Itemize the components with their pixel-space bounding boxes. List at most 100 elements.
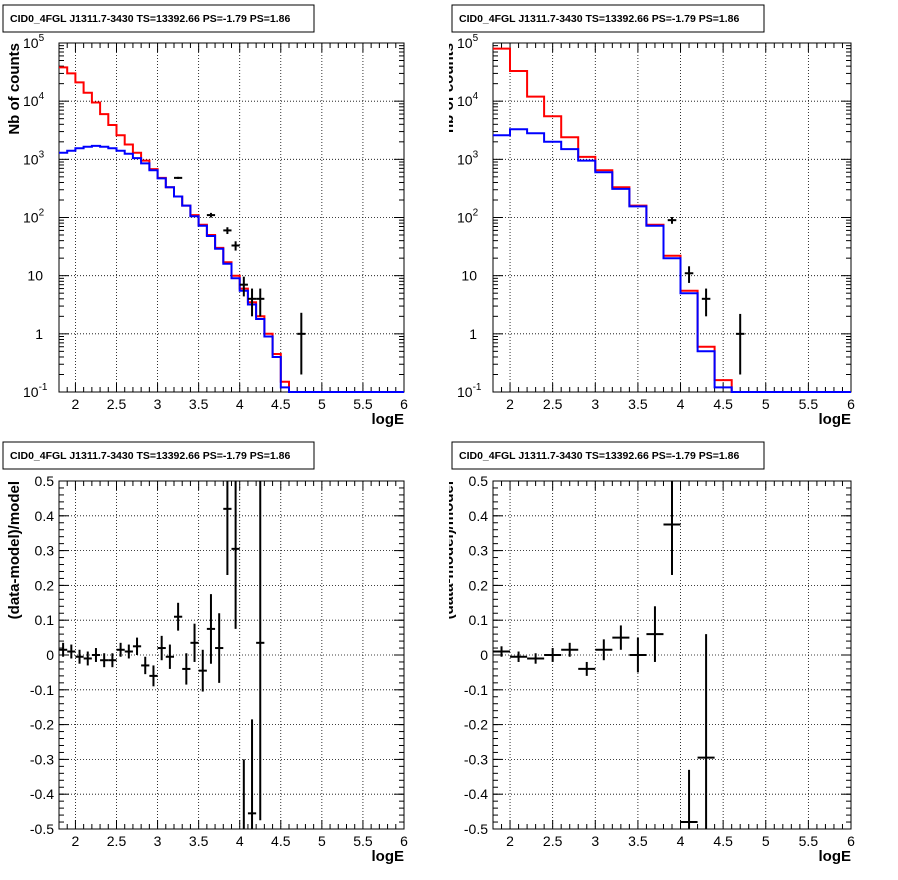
chart-title: CID0_4FGL J1311.7-3430 TS=13392.66 PS=-1…: [459, 450, 739, 462]
data-point: [67, 644, 76, 659]
data-point: [100, 653, 109, 668]
x-axis-label: logE: [819, 411, 852, 428]
residual-plot-left: CID0_4FGL J1311.7-3430 TS=13392.66 PS=-1…: [0, 437, 449, 875]
x-tick-label: 5: [762, 396, 770, 412]
data-point: [527, 653, 545, 664]
data-point: [493, 646, 511, 657]
y-tick-label: -0.5: [464, 821, 488, 837]
y-tick-label: -0.1: [30, 682, 54, 698]
data-point: [247, 288, 257, 317]
x-axis-label: logE: [372, 411, 405, 428]
data-point: [206, 594, 216, 664]
y-tick-label: -0.2: [30, 717, 54, 733]
x-tick-label: 3: [154, 396, 162, 412]
x-tick-label: 3.5: [189, 833, 209, 849]
data-point: [124, 644, 133, 659]
y-tick-label: 105: [23, 33, 45, 51]
y-tick-label: 0.4: [35, 508, 55, 524]
chart-title: CID0_4FGL J1311.7-3430 TS=13392.66 PS=-1…: [10, 450, 290, 462]
x-tick-label: 4.5: [713, 396, 733, 412]
data-point: [247, 719, 257, 829]
x-tick-label: 3.5: [189, 396, 209, 412]
data-point: [735, 313, 745, 375]
x-tick-label: 3.5: [628, 396, 648, 412]
y-tick-label: -0.3: [30, 751, 54, 767]
data-point: [629, 637, 647, 673]
counts-plot-right: CID0_4FGL J1311.7-3430 TS=13392.66 PS=-1…: [440, 0, 898, 437]
y-tick-label: 0.5: [469, 473, 489, 489]
data-point: [182, 653, 191, 685]
x-tick-label: 2.5: [543, 833, 563, 849]
data-point: [680, 769, 698, 829]
data-point: [297, 312, 306, 375]
data-point: [684, 266, 694, 283]
y-tick-label: -0.4: [30, 786, 54, 802]
y-tick-label: 104: [23, 91, 45, 109]
x-axis-label: logE: [819, 848, 852, 865]
data-point: [544, 648, 562, 662]
x-tick-label: 5.5: [799, 396, 819, 412]
x-tick-label: 3.5: [628, 833, 648, 849]
x-tick-label: 2.5: [107, 396, 127, 412]
data-point: [223, 481, 232, 575]
data-point: [149, 665, 158, 687]
x-tick-label: 3: [591, 833, 599, 849]
title-box: [451, 441, 765, 470]
title-box: [2, 4, 315, 33]
y-tick-label: -0.4: [464, 786, 488, 802]
data-point: [663, 481, 681, 575]
data-point: [239, 276, 248, 297]
y-tick-label: 0.2: [35, 577, 55, 593]
x-tick-label: 2.5: [543, 396, 563, 412]
y-tick-label: 104: [457, 91, 479, 109]
data-point: [561, 642, 579, 657]
x-tick-label: 2: [506, 833, 514, 849]
data-point: [646, 606, 664, 662]
y-tick-label: -0.5: [30, 821, 54, 837]
plot-svg: CID0_4FGL J1311.7-3430 TS=13392.66 PS=-1…: [440, 4, 855, 428]
counts-plot-left: CID0_4FGL J1311.7-3430 TS=13392.66 PS=-1…: [0, 0, 449, 437]
x-tick-label: 2: [72, 396, 80, 412]
data-point: [701, 288, 711, 317]
y-tick-label: 102: [23, 208, 45, 226]
x-tick-label: 5.5: [799, 833, 819, 849]
data-point: [157, 635, 166, 661]
data-point: [223, 227, 232, 235]
y-tick-label: -0.1: [464, 682, 488, 698]
component-model-histogram: [59, 144, 404, 393]
data-point: [612, 625, 630, 650]
x-tick-label: 6: [400, 396, 408, 412]
y-tick-label: 0.3: [35, 543, 55, 559]
title-box: [2, 441, 315, 470]
x-tick-label: 4.5: [271, 396, 291, 412]
y-tick-label: 1: [469, 326, 477, 342]
x-tick-label: 6: [847, 833, 855, 849]
x-tick-label: 3: [154, 833, 162, 849]
x-tick-label: 5: [318, 833, 326, 849]
data-point: [697, 634, 715, 829]
data-point: [165, 644, 174, 669]
x-tick-label: 6: [847, 396, 855, 412]
y-tick-label: 1: [35, 326, 43, 342]
plot-svg: CID0_4FGL J1311.7-3430 TS=13392.66 PS=-1…: [2, 441, 408, 865]
residual-plot-right: CID0_4FGL J1311.7-3430 TS=13392.66 PS=-1…: [440, 437, 898, 875]
plot-svg: CID0_4FGL J1311.7-3430 TS=13392.66 PS=-1…: [2, 4, 408, 428]
x-tick-label: 4.5: [271, 833, 291, 849]
y-tick-label: 0.2: [469, 577, 489, 593]
data-point: [231, 241, 240, 251]
data-point: [198, 649, 207, 692]
data-point: [141, 656, 150, 675]
y-tick-label: 0.5: [35, 473, 55, 489]
y-tick-label: 0.4: [469, 508, 489, 524]
y-tick-label: 103: [457, 149, 479, 167]
data-point: [231, 481, 240, 629]
data-point: [59, 642, 68, 657]
y-tick-label: 0: [480, 647, 488, 663]
y-tick-label: 10-1: [23, 382, 48, 400]
x-tick-label: 2.5: [107, 833, 127, 849]
data-point: [83, 651, 92, 666]
data-point: [174, 602, 183, 631]
data-point: [578, 661, 596, 676]
x-tick-label: 5.5: [353, 833, 373, 849]
data-point: [174, 176, 183, 179]
